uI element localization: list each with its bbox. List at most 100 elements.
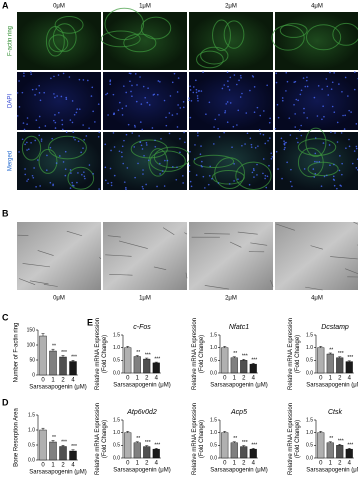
sem-texture (250, 242, 268, 246)
nucleus (109, 167, 112, 170)
actin-ring (100, 30, 141, 48)
actin-ring (21, 135, 42, 161)
nucleus (18, 80, 20, 82)
nucleus (314, 160, 316, 163)
actin-ring (48, 34, 69, 53)
column-label: 1μM (139, 296, 151, 302)
nucleus (72, 131, 75, 133)
y-tick-label: 0.5 (28, 442, 35, 448)
sem-texture (18, 278, 36, 285)
nucleus (226, 101, 229, 103)
nucleus (121, 107, 124, 110)
sem-texture (37, 250, 54, 256)
nucleus (258, 128, 261, 131)
nucleus (281, 99, 284, 102)
nucleus (334, 132, 336, 134)
significance: *** (347, 443, 353, 449)
nucleus (250, 146, 253, 148)
nucleus (53, 93, 55, 95)
significance: ** (52, 435, 56, 441)
nucleus (345, 147, 347, 149)
nucleus (228, 183, 231, 185)
actin-ring (332, 22, 358, 46)
x-tick-label: 1 (51, 463, 55, 469)
significance: *** (71, 444, 77, 450)
nucleus (322, 142, 325, 144)
y-tick-label: 1.5 (210, 417, 217, 423)
nucleus (179, 107, 182, 109)
nucleus (171, 81, 174, 84)
nucleus (233, 74, 236, 76)
nucleus (82, 79, 85, 81)
nucleus (182, 182, 184, 184)
nucleus (129, 72, 132, 75)
nucleus (52, 184, 54, 187)
nucleus (78, 108, 81, 110)
nucleus (321, 118, 323, 121)
nucleus (195, 88, 198, 91)
nucleus (202, 71, 204, 73)
nucleus (286, 80, 289, 83)
nucleus (202, 175, 205, 178)
nucleus (22, 122, 25, 124)
nucleus (196, 97, 199, 100)
nucleus (83, 138, 85, 141)
nucleus (49, 181, 52, 184)
nucleus (24, 143, 26, 146)
bar (39, 429, 47, 461)
micrograph (275, 132, 358, 190)
micrograph (17, 12, 101, 70)
nucleus (277, 168, 279, 170)
nucleus (176, 91, 179, 93)
row-label: Merged (8, 151, 14, 171)
nucleus (18, 106, 21, 108)
nucleus (195, 91, 198, 94)
actin-ring (235, 161, 272, 190)
sem-texture (105, 254, 132, 257)
nucleus (303, 112, 305, 114)
nucleus (54, 121, 57, 124)
nucleus (227, 80, 229, 82)
nucleus (325, 78, 328, 80)
column-label: 2μM (225, 4, 237, 10)
x-axis-label: Sarsasapogenin (μM) (113, 383, 170, 389)
nucleus (238, 79, 240, 82)
y-axis-label: (Fold Change) (295, 335, 301, 373)
x-axis-label: Sarsasapogenin (μM) (210, 383, 267, 389)
nucleus (138, 135, 140, 137)
nucleus (73, 113, 76, 116)
nucleus (353, 71, 356, 73)
sem-texture (330, 256, 358, 260)
nucleus (333, 72, 335, 74)
y-axis-label: Relative mRNA Expression (95, 318, 101, 390)
nucleus (147, 87, 149, 89)
nucleus (300, 89, 303, 92)
nucleus (34, 139, 37, 142)
nucleus (201, 160, 203, 163)
nucleus (31, 174, 34, 177)
x-axis-label: Sarsasapogenin (μM) (210, 468, 267, 474)
nucleus (69, 169, 72, 171)
column-label: 0μM (53, 4, 65, 10)
y-tick-label: 0.0 (210, 455, 217, 461)
bar (240, 446, 248, 459)
nucleus (333, 184, 336, 187)
actin-ring (212, 170, 245, 185)
nucleus (339, 184, 342, 187)
actin-ring (193, 154, 235, 169)
nucleus (199, 153, 202, 156)
nucleus (112, 132, 115, 134)
x-tick-label: 4 (71, 463, 75, 469)
y-tick-label: 1.5 (306, 417, 313, 423)
nucleus (161, 170, 164, 172)
nucleus (192, 91, 195, 94)
significance: *** (338, 351, 344, 357)
panel-letter: C (2, 312, 9, 322)
nucleus (134, 126, 136, 128)
nucleus (211, 177, 213, 180)
nucleus (266, 84, 268, 87)
nucleus (213, 143, 215, 145)
nucleus (78, 78, 81, 81)
nucleus (302, 77, 305, 79)
nucleus (61, 128, 64, 131)
